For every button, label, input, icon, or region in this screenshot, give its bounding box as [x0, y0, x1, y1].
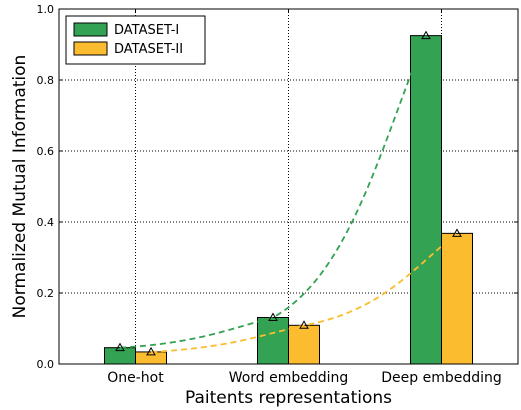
ticks: [59, 8, 518, 365]
y-tick-label: 0.4: [37, 216, 55, 229]
triangle-marker: [146, 346, 156, 356]
x-tick-label: One-hot: [107, 370, 164, 386]
legend-label: DATASET-I: [114, 23, 179, 38]
triangle-marker: [421, 30, 431, 40]
legend-label: DATASET-II: [114, 42, 183, 57]
y-tick-label: 0.8: [37, 74, 55, 87]
trend-line: [119, 35, 427, 349]
bar: [257, 316, 289, 365]
bar: [441, 232, 473, 365]
bar: [135, 351, 167, 365]
y-tick-label: 0.0: [37, 358, 55, 371]
legend: DATASET-I DATASET-II: [65, 15, 206, 65]
triangle-marker: [115, 342, 125, 352]
x-axis-title: Paitents representations: [185, 388, 392, 408]
trend-lines: [119, 35, 458, 353]
y-tick-label: 0.6: [37, 145, 55, 158]
x-tick-label: Word embedding: [229, 370, 349, 386]
y-tick-label: 1.0: [37, 3, 55, 16]
triangle-marker: [268, 312, 278, 321]
legend-swatch: [73, 22, 108, 37]
y-axis-title: Normalized Mutual Information: [10, 55, 30, 319]
x-tick-labels: One-hot Word embedding Deep embedding: [107, 370, 502, 386]
bar: [288, 324, 320, 365]
y-tick-label: 0.2: [37, 287, 55, 300]
triangle-marker: [452, 228, 462, 237]
data-markers: [115, 30, 462, 356]
trend-line: [150, 232, 458, 353]
triangle-marker: [299, 320, 309, 329]
legend-swatch: [73, 41, 108, 56]
x-tick-label: Deep embedding: [381, 370, 502, 386]
y-tick-labels: 0.0 0.2 0.4 0.6 0.8 1.0: [37, 3, 55, 371]
bar: [410, 35, 442, 365]
bar: [104, 347, 136, 365]
